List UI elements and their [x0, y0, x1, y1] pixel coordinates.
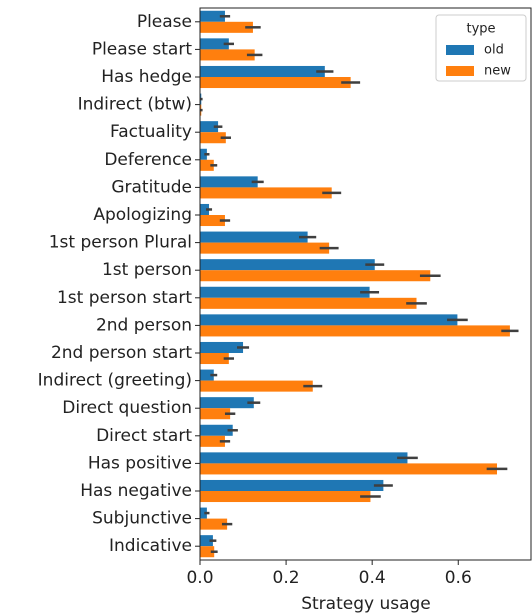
- y-tick-label: Has hedge: [101, 67, 192, 87]
- x-tick-label: 0.6: [445, 568, 472, 588]
- y-tick-label: Direct question: [62, 398, 192, 418]
- bar: [200, 242, 330, 254]
- legend: type old new: [435, 14, 527, 82]
- x-tick-label: 0.0: [186, 568, 213, 588]
- bar: [200, 49, 255, 61]
- y-tick-label: Indirect (btw): [78, 95, 192, 115]
- y-tick-label: Please start: [92, 39, 193, 59]
- bar: [200, 121, 219, 133]
- y-tick-label: Deference: [104, 150, 192, 170]
- bar: [200, 231, 308, 243]
- bar: [200, 435, 225, 447]
- y-tick-label: 1st person start: [57, 288, 192, 308]
- bar: [200, 176, 258, 188]
- y-tick-label: Indicative: [109, 536, 192, 556]
- bar: [200, 77, 351, 89]
- axes-frame: [199, 7, 532, 561]
- bar: [200, 314, 458, 326]
- x-axis-label: Strategy usage: [301, 594, 431, 614]
- bar: [200, 159, 214, 171]
- legend-swatch: [446, 45, 474, 55]
- bar: [200, 380, 313, 392]
- bar: [200, 203, 210, 215]
- bar: [200, 286, 370, 298]
- bar: [200, 408, 231, 420]
- bar: [200, 259, 375, 271]
- y-tick-label: 1st person: [102, 260, 192, 280]
- y-tick-label: Direct start: [96, 426, 192, 446]
- bar: [200, 270, 431, 282]
- bar: [200, 507, 207, 519]
- y-tick-label: Has positive: [88, 453, 192, 473]
- y-tick-label: Gratitude: [111, 177, 192, 197]
- bar: [200, 546, 215, 558]
- bar: [200, 10, 225, 22]
- legend-label: old: [484, 43, 504, 58]
- bar: [200, 325, 510, 337]
- bar: [200, 518, 228, 530]
- y-tick-label: Has negative: [80, 481, 192, 501]
- legend-title: type: [466, 22, 495, 37]
- bar: [200, 215, 225, 227]
- legend-label: new: [484, 64, 511, 79]
- bar: [200, 397, 254, 409]
- y-tick-label: Please: [137, 12, 192, 32]
- bar: [200, 21, 253, 33]
- y-tick-label: Subjunctive: [92, 509, 192, 529]
- bar: [200, 491, 371, 503]
- bar: [200, 148, 207, 160]
- bar: [200, 353, 229, 365]
- y-tick-label: 2nd person start: [51, 343, 192, 363]
- y-tick-label: Indirect (greeting): [38, 371, 192, 391]
- bar: [200, 65, 325, 77]
- legend-box: [435, 14, 527, 82]
- legend-swatch: [446, 66, 474, 76]
- bar: [200, 341, 244, 353]
- bar: [200, 424, 233, 436]
- x-tick-label: 0.2: [273, 568, 300, 588]
- bar: [200, 187, 332, 199]
- x-tick-label: 0.4: [359, 568, 386, 588]
- bar: [200, 297, 417, 309]
- bar: [200, 452, 408, 464]
- bar: [200, 463, 497, 475]
- bar: [200, 132, 226, 144]
- bar: [200, 535, 213, 547]
- y-tick-label: 2nd person: [96, 315, 192, 335]
- y-tick-label: 1st person Plural: [49, 233, 192, 253]
- bar: [200, 38, 229, 50]
- bar: [200, 369, 214, 381]
- y-tick-label: Factuality: [110, 122, 192, 142]
- bar: [200, 479, 384, 491]
- y-tick-label: Apologizing: [93, 205, 192, 225]
